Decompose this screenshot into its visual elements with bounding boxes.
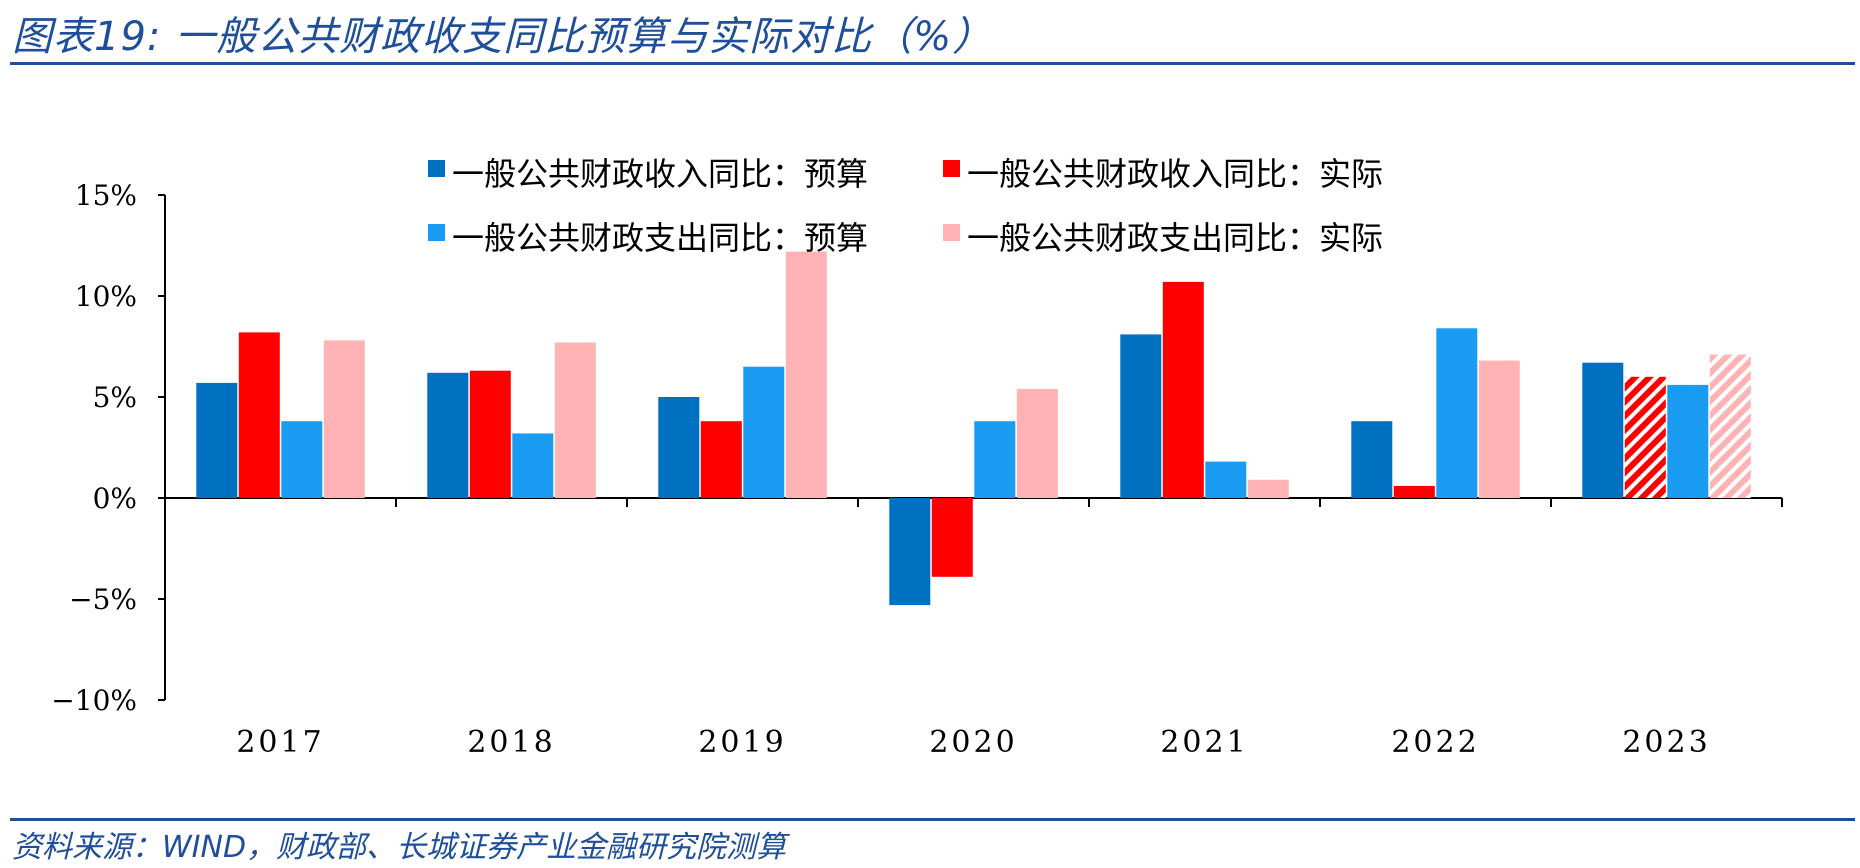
bar-expense_budget-2023: [1667, 384, 1709, 498]
bar-expense_actual-2019: [785, 251, 827, 498]
x-category-label: 2020: [929, 725, 1017, 760]
bar-expense_budget-2021: [1205, 461, 1247, 498]
y-tick-label: 10%: [75, 280, 137, 313]
bar-expense_actual-2018: [554, 342, 596, 498]
footer-divider: [10, 818, 1855, 821]
x-category-label: 2018: [467, 725, 555, 760]
bar-income_actual-2017: [238, 332, 280, 498]
y-tick-label: 15%: [75, 179, 137, 212]
bar-income_budget-2022: [1351, 421, 1393, 498]
x-category-label: 2021: [1160, 725, 1248, 760]
bars: [196, 251, 1751, 606]
bar-income_actual-2021: [1162, 281, 1204, 498]
legend-swatch-income_actual: [943, 160, 960, 177]
bar-income_actual-2018: [469, 370, 511, 498]
legend-swatch-income_budget: [428, 160, 445, 177]
bar-expense_actual-2021: [1247, 479, 1289, 498]
bar-income_actual-2019: [700, 421, 742, 498]
bar-income_actual-2020: [931, 498, 973, 577]
bar-income_budget-2018: [427, 372, 469, 498]
bar-expense_actual-2020: [1016, 388, 1058, 498]
bar-expense_budget-2019: [743, 366, 785, 498]
chart-title: 图表19: 一般公共财政收支同比预算与实际对比（%）: [12, 14, 994, 60]
y-tick-label: 0%: [93, 482, 137, 515]
bar-expense_budget-2018: [512, 433, 554, 498]
bar-expense_actual-2017: [323, 340, 365, 498]
legend-label-income_budget: 一般公共财政收入同比：预算: [452, 155, 868, 193]
legend-swatch-expense_actual: [943, 224, 960, 241]
bar-expense_budget-2022: [1436, 328, 1478, 498]
legend-label-income_actual: 一般公共财政收入同比：实际: [967, 155, 1383, 193]
bar-expense_budget-2017: [281, 421, 323, 498]
source-note: 资料来源：WIND，财政部、长城证券产业金融研究院测算: [12, 830, 787, 865]
x-category-label: 2023: [1622, 725, 1710, 760]
bar-expense_actual-2022: [1478, 360, 1520, 498]
x-category-label: 2017: [236, 725, 324, 760]
legend-label-expense_budget: 一般公共财政支出同比：预算: [452, 219, 868, 257]
legend-label-expense_actual: 一般公共财政支出同比：实际: [967, 219, 1383, 257]
bar-income_actual-2023: [1624, 376, 1666, 498]
legend-swatch-expense_budget: [428, 224, 445, 241]
bar-expense_budget-2020: [974, 421, 1016, 498]
y-tick-label: −10%: [51, 684, 137, 717]
bar-income_budget-2017: [196, 382, 238, 498]
bar-income_actual-2022: [1393, 485, 1435, 498]
x-category-label: 2022: [1391, 725, 1479, 760]
bar-income_budget-2020: [889, 498, 931, 606]
y-tick-label: 5%: [93, 381, 137, 414]
bar-income_budget-2019: [658, 397, 700, 498]
title-divider: [10, 62, 1855, 65]
bar-expense_actual-2023: [1709, 354, 1751, 498]
bar-income_budget-2021: [1120, 334, 1162, 498]
axes: 15% 10% 5% 0% −5% −10% 2017 2018 2019 2020 2021 202…: [51, 179, 1783, 760]
y-tick-label: −5%: [69, 583, 137, 616]
bar-income_budget-2023: [1582, 362, 1624, 498]
x-category-label: 2019: [698, 725, 786, 760]
